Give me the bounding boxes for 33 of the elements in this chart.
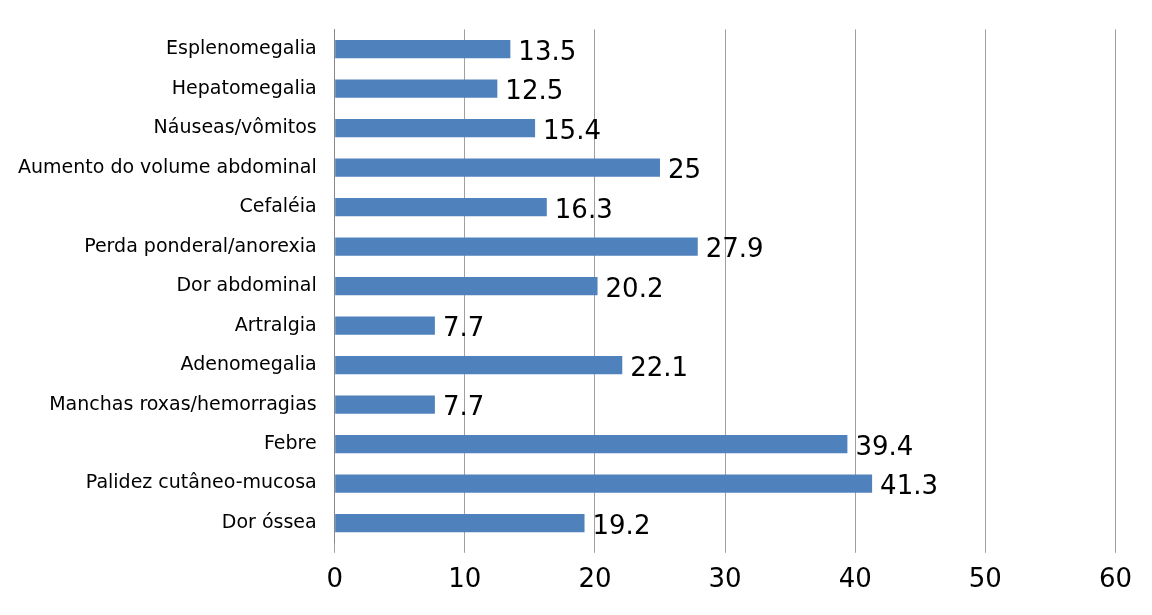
data-label: 7.7	[442, 312, 485, 343]
data-label: 20.2	[605, 272, 664, 303]
y-tick-label: Dor óssea	[221, 509, 317, 532]
data-label: 19.2	[592, 509, 651, 540]
y-tick-label: Dor abdominal	[176, 273, 317, 296]
data-label: 27.9	[705, 233, 764, 264]
y-tick-label: Palidez cutâneo-mucosa	[85, 470, 317, 493]
x-tick-label: 20	[578, 563, 612, 594]
data-label: 41.3	[880, 470, 939, 501]
data-label: 16.3	[554, 193, 613, 224]
data-label: 25	[668, 154, 702, 185]
data-label: 39.4	[855, 430, 914, 461]
y-tick-label: Perda ponderal/anorexia	[84, 233, 317, 256]
x-tick-label: 0	[326, 563, 343, 594]
data-label: 13.5	[518, 35, 577, 66]
data-label: 12.5	[505, 75, 564, 106]
x-tick-label: 10	[448, 563, 482, 594]
y-tick-label: Aumento do volume abdominal	[18, 154, 317, 177]
y-tick-label: Adenomegalia	[180, 352, 317, 375]
data-label: 22.1	[630, 351, 689, 382]
y-tick-label: Manchas roxas/hemorragias	[49, 391, 317, 414]
y-tick-label: Esplenomegalia	[165, 36, 317, 59]
y-tick-label: Hepatomegalia	[171, 75, 317, 98]
y-tick-label: Artralgia	[234, 312, 317, 335]
x-tick-label: 60	[1098, 563, 1132, 594]
y-tick-label: Náuseas/vômitos	[153, 115, 317, 138]
x-tick-label: 40	[838, 563, 872, 594]
x-tick-label: 50	[968, 563, 1002, 594]
y-tick-label: Cefaléia	[239, 194, 317, 217]
x-tick-label: 30	[708, 563, 742, 594]
data-label: 15.4	[543, 114, 601, 145]
y-tick-label: Febre	[263, 431, 317, 454]
data-label: 7.7	[442, 391, 485, 422]
